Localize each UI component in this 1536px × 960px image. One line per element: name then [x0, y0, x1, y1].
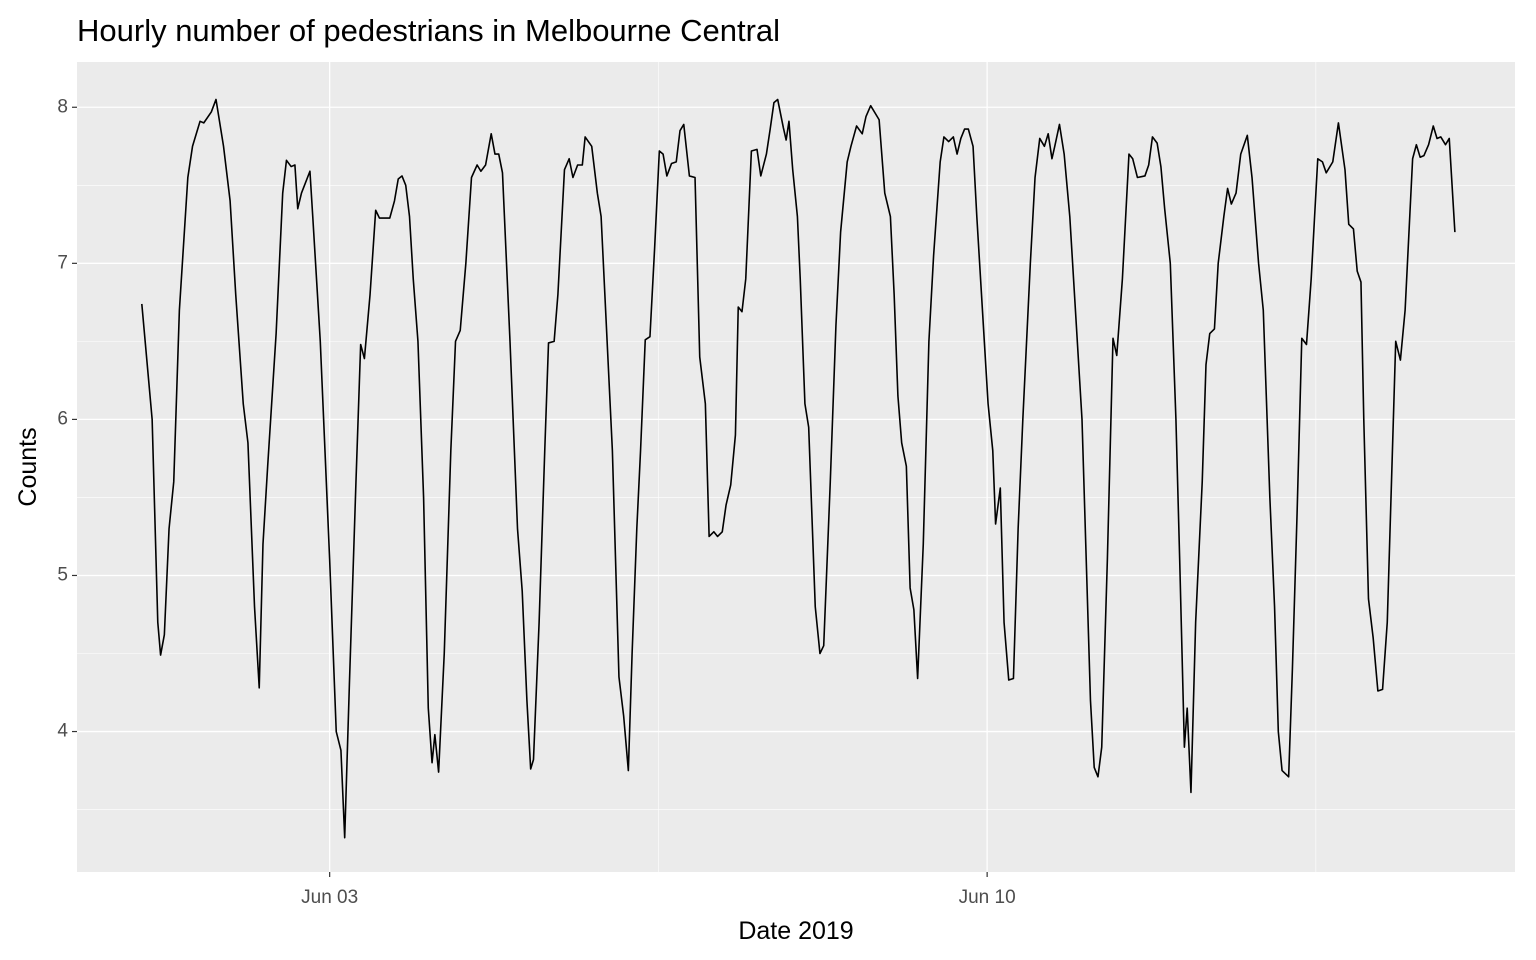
y-tick-label: 6 [57, 408, 68, 429]
x-tick-label: Jun 10 [959, 887, 1016, 908]
x-axis-title: Date 2019 [738, 917, 853, 945]
plot-panel [77, 62, 1515, 872]
data-line [141, 98, 1456, 839]
y-axis-title: Counts [14, 427, 42, 506]
y-tick-label: 7 [57, 252, 68, 273]
y-tick-label: 8 [57, 96, 68, 117]
y-tick-label: 5 [57, 564, 68, 585]
x-tick-label: Jun 03 [301, 887, 358, 908]
y-tick-label: 4 [57, 721, 68, 742]
chart-title: Hourly number of pedestrians in Melbourn… [77, 13, 780, 48]
